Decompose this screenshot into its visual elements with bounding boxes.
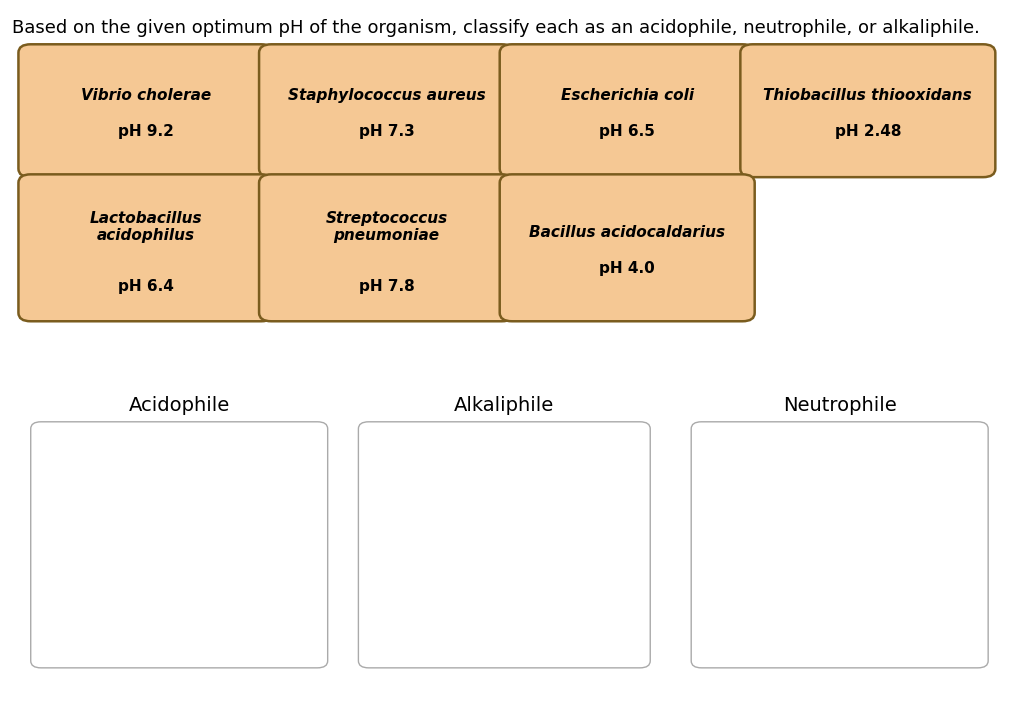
Text: Neutrophile: Neutrophile — [782, 396, 897, 415]
Text: Vibrio cholerae: Vibrio cholerae — [81, 88, 211, 103]
FancyBboxPatch shape — [740, 44, 995, 177]
Text: pH 9.2: pH 9.2 — [118, 124, 174, 139]
Text: pH 6.5: pH 6.5 — [599, 124, 655, 139]
Text: pH 6.4: pH 6.4 — [118, 279, 174, 294]
FancyBboxPatch shape — [691, 422, 988, 668]
Text: Staphylococcus aureus: Staphylococcus aureus — [288, 88, 485, 103]
FancyBboxPatch shape — [18, 44, 273, 177]
FancyBboxPatch shape — [259, 174, 514, 321]
Text: Escherichia coli: Escherichia coli — [560, 88, 694, 103]
FancyBboxPatch shape — [259, 44, 514, 177]
Text: pH 7.8: pH 7.8 — [358, 279, 415, 294]
Text: Thiobacillus thiooxidans: Thiobacillus thiooxidans — [764, 88, 972, 103]
FancyBboxPatch shape — [18, 174, 273, 321]
FancyBboxPatch shape — [500, 174, 755, 321]
Text: Streptococcus
pneumoniae: Streptococcus pneumoniae — [326, 210, 447, 243]
Text: Alkaliphile: Alkaliphile — [455, 396, 554, 415]
FancyBboxPatch shape — [358, 422, 650, 668]
Text: Based on the given optimum pH of the organism, classify each as an acidophile, n: Based on the given optimum pH of the org… — [12, 19, 980, 37]
Text: Acidophile: Acidophile — [129, 396, 229, 415]
Text: pH 4.0: pH 4.0 — [599, 262, 655, 276]
FancyBboxPatch shape — [31, 422, 328, 668]
FancyBboxPatch shape — [500, 44, 755, 177]
Text: pH 2.48: pH 2.48 — [835, 124, 901, 139]
Text: Bacillus acidocaldarius: Bacillus acidocaldarius — [529, 225, 725, 240]
Text: pH 7.3: pH 7.3 — [358, 124, 415, 139]
Text: Lactobacillus
acidophilus: Lactobacillus acidophilus — [90, 210, 202, 243]
